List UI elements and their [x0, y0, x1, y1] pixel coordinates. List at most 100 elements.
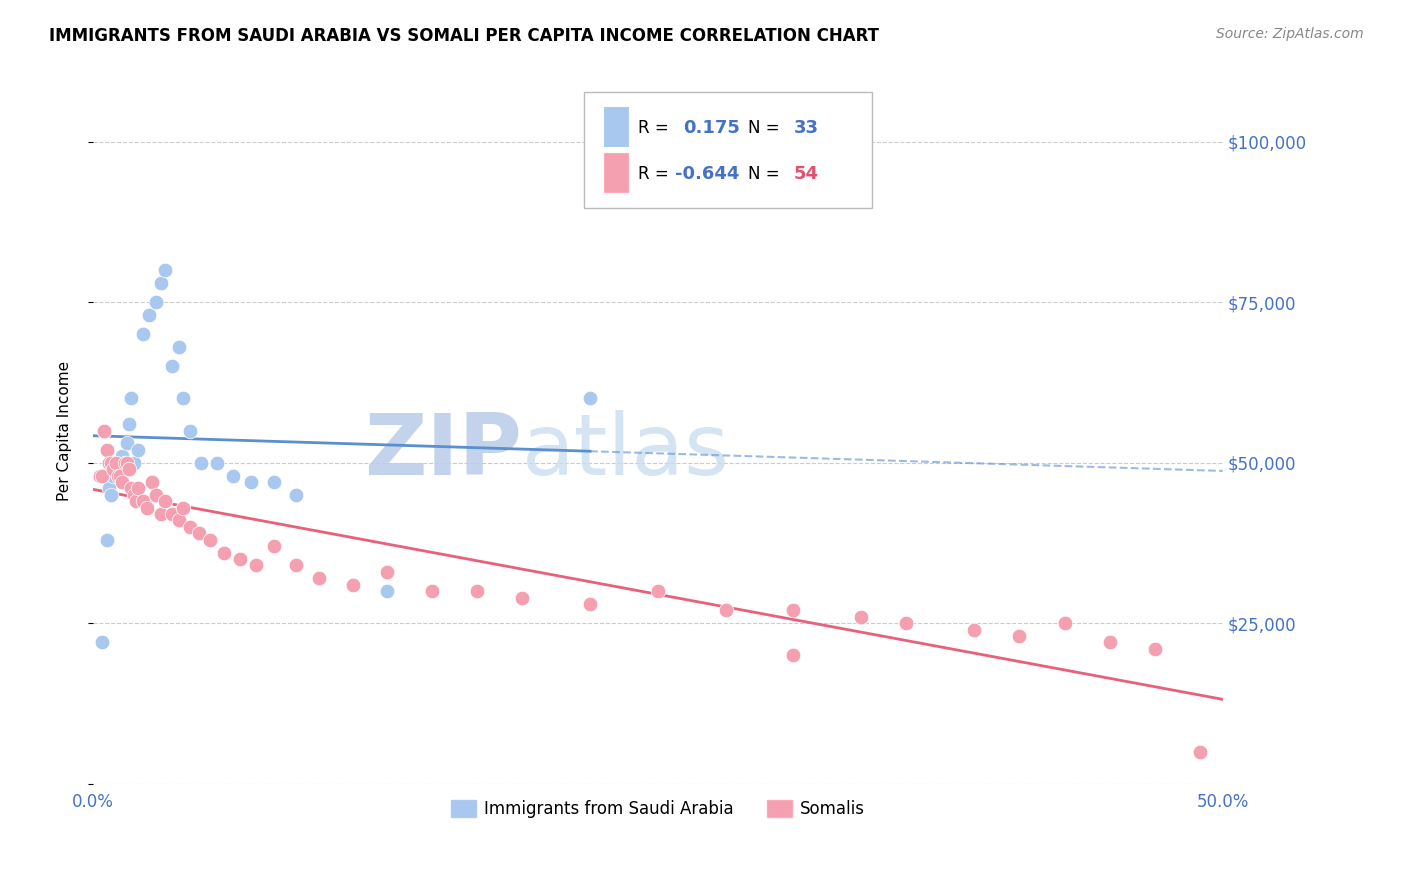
Point [465, 584, 488, 599]
Point [145, 488, 167, 502]
Point [245, 558, 267, 573]
Point [1143, 641, 1166, 656]
Point [149, 276, 172, 290]
Point [782, 603, 804, 617]
Point [179, 424, 201, 438]
Point [114, 456, 136, 470]
FancyBboxPatch shape [603, 153, 628, 192]
FancyBboxPatch shape [603, 107, 628, 146]
Text: -0.644: -0.644 [675, 165, 740, 183]
Point [714, 603, 737, 617]
Point [96, 533, 118, 547]
Point [160, 359, 183, 374]
Point [342, 577, 364, 591]
Point [104, 456, 127, 470]
Point [91, 468, 114, 483]
Point [108, 468, 131, 483]
Text: 0.175: 0.175 [683, 120, 740, 137]
Point [510, 591, 533, 605]
Point [212, 545, 235, 559]
Point [127, 482, 149, 496]
FancyBboxPatch shape [585, 92, 873, 208]
Point [190, 456, 212, 470]
Point [240, 475, 263, 489]
Point [1008, 629, 1031, 643]
Point [375, 565, 398, 579]
Point [93, 424, 115, 438]
Point [207, 456, 229, 470]
Text: N =: N = [748, 120, 780, 137]
Point [107, 468, 129, 483]
Point [285, 488, 308, 502]
Text: 54: 54 [793, 165, 818, 183]
Point [100, 488, 122, 502]
Point [136, 500, 159, 515]
Point [97, 482, 120, 496]
Point [263, 539, 285, 553]
Point [896, 616, 918, 631]
Point [200, 533, 222, 547]
Point [108, 468, 131, 483]
Point [375, 584, 398, 599]
Point [1098, 635, 1121, 649]
Text: IMMIGRANTS FROM SAUDI ARABIA VS SOMALI PER CAPITA INCOME CORRELATION CHART: IMMIGRANTS FROM SAUDI ARABIA VS SOMALI P… [49, 27, 879, 45]
Point [308, 571, 330, 585]
Text: Source: ZipAtlas.com: Source: ZipAtlas.com [1216, 27, 1364, 41]
Point [100, 456, 122, 470]
Text: ZIP: ZIP [364, 410, 522, 493]
Text: N =: N = [748, 165, 780, 183]
Point [179, 520, 201, 534]
Point [91, 635, 114, 649]
Point [1053, 616, 1076, 631]
Text: 33: 33 [793, 120, 818, 137]
Point [122, 488, 145, 502]
Point [132, 327, 155, 342]
Text: atlas: atlas [522, 410, 730, 493]
Point [118, 462, 141, 476]
Y-axis label: Per Capita Income: Per Capita Income [58, 360, 72, 500]
Point [172, 392, 194, 406]
Point [263, 475, 285, 489]
Point [122, 456, 145, 470]
Point [222, 468, 245, 483]
Point [849, 609, 872, 624]
Point [782, 648, 804, 663]
Point [188, 526, 211, 541]
Point [145, 295, 167, 310]
Point [647, 584, 669, 599]
Point [107, 456, 129, 470]
Point [118, 417, 141, 432]
Point [285, 558, 308, 573]
Point [120, 482, 142, 496]
Point [579, 597, 602, 611]
Point [155, 494, 177, 508]
Point [579, 392, 602, 406]
Point [114, 456, 136, 470]
Point [141, 475, 163, 489]
Point [125, 494, 148, 508]
Point [167, 513, 190, 527]
Point [120, 392, 142, 406]
Point [160, 507, 183, 521]
Point [155, 263, 177, 277]
Point [97, 456, 120, 470]
Point [149, 507, 172, 521]
Point [103, 468, 125, 483]
Point [132, 494, 155, 508]
Point [127, 442, 149, 457]
Point [111, 475, 134, 489]
Point [96, 442, 118, 457]
Text: R =: R = [637, 165, 668, 183]
Point [103, 462, 125, 476]
Point [104, 456, 127, 470]
Point [115, 456, 138, 470]
Text: R =: R = [637, 120, 668, 137]
Point [93, 424, 115, 438]
Point [172, 500, 194, 515]
Point [229, 552, 252, 566]
Point [167, 340, 190, 354]
Point [420, 584, 443, 599]
Point [115, 436, 138, 450]
Point [138, 308, 160, 322]
Point [1189, 745, 1212, 759]
